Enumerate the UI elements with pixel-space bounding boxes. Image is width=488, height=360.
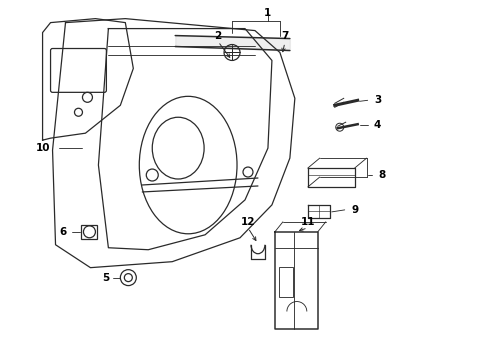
Bar	[81, 225, 97, 239]
Text: 7: 7	[281, 31, 288, 41]
Text: 1: 1	[264, 8, 271, 18]
Text: 2: 2	[214, 31, 221, 41]
Text: 12: 12	[240, 217, 255, 227]
Text: 11: 11	[300, 217, 314, 227]
Bar	[278, 267, 292, 297]
Text: 5: 5	[102, 273, 109, 283]
Text: 3: 3	[373, 95, 381, 105]
Text: 8: 8	[377, 170, 385, 180]
Text: 6: 6	[59, 227, 66, 237]
Text: 9: 9	[350, 205, 358, 215]
Text: 10: 10	[35, 143, 50, 153]
Text: 4: 4	[373, 120, 381, 130]
